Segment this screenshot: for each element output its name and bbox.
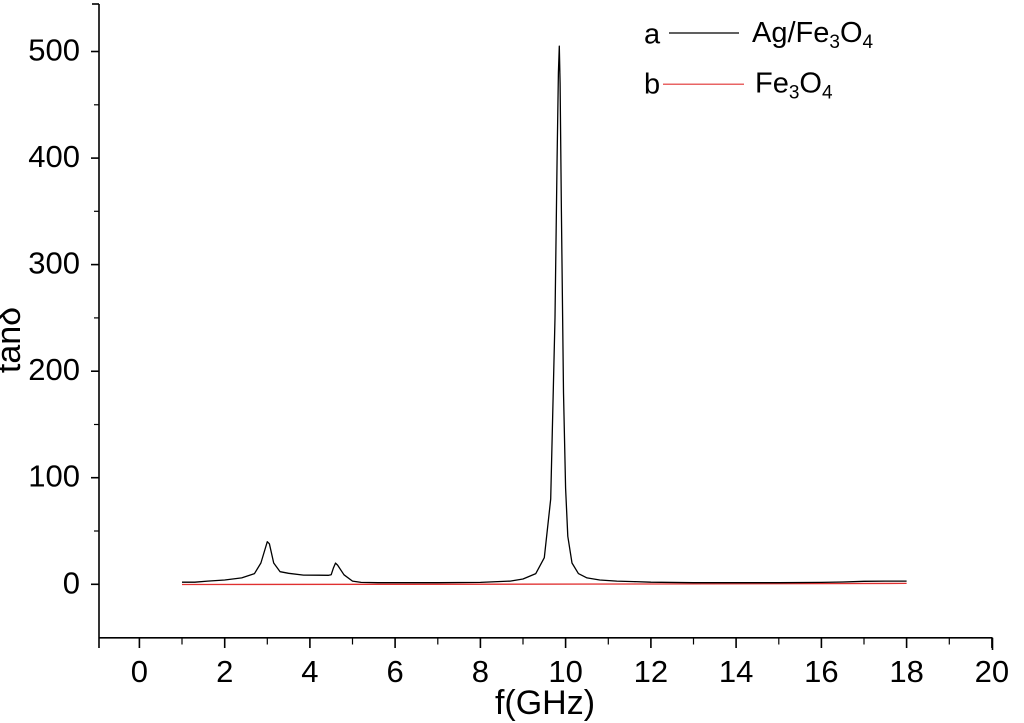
- svg-text:18: 18: [889, 654, 923, 689]
- svg-text:8: 8: [472, 654, 489, 689]
- svg-text:b: b: [644, 69, 660, 101]
- svg-text:14: 14: [719, 654, 753, 689]
- svg-text:0: 0: [131, 654, 148, 689]
- svg-text:6: 6: [386, 654, 403, 689]
- svg-text:2: 2: [216, 654, 233, 689]
- svg-text:Fe3O4: Fe3O4: [755, 68, 833, 104]
- svg-text:300: 300: [28, 246, 80, 281]
- svg-text:400: 400: [28, 139, 80, 174]
- svg-text:0: 0: [63, 565, 80, 600]
- svg-text:f(GHz): f(GHz): [495, 684, 595, 722]
- svg-text:12: 12: [634, 654, 668, 689]
- svg-text:20: 20: [975, 654, 1009, 689]
- svg-text:tanδ: tanδ: [0, 307, 28, 373]
- svg-text:100: 100: [28, 459, 80, 494]
- svg-text:Ag/Fe3O4: Ag/Fe3O4: [752, 17, 874, 53]
- svg-text:500: 500: [28, 33, 80, 68]
- svg-text:4: 4: [301, 654, 318, 689]
- svg-text:200: 200: [28, 352, 80, 387]
- svg-text:a: a: [644, 19, 661, 51]
- svg-text:16: 16: [804, 654, 838, 689]
